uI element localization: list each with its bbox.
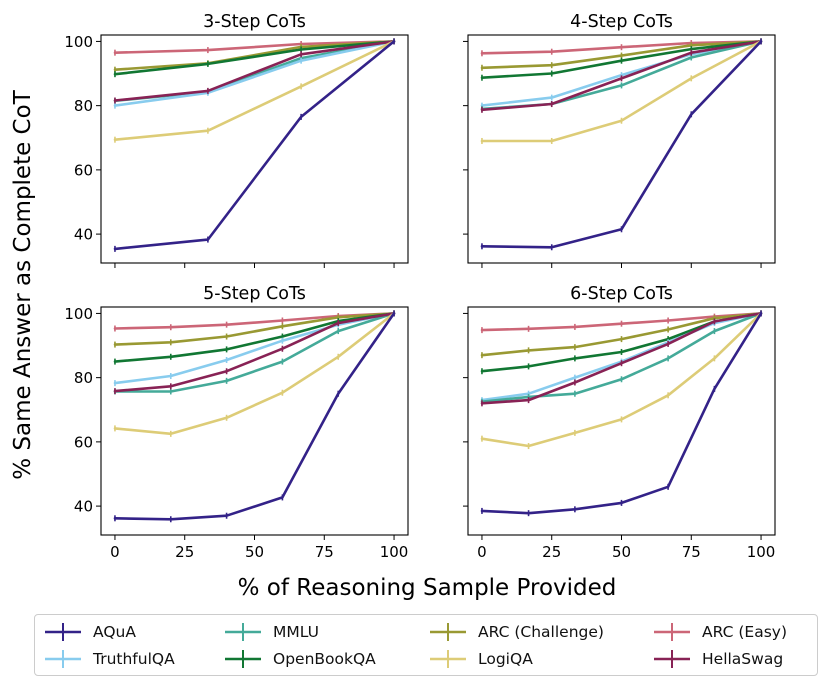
legend-swatch-glyph — [654, 650, 690, 668]
legend-swatch-glyph — [430, 650, 466, 668]
y-tick-label: 100 — [64, 33, 93, 51]
axes-frame — [100, 34, 409, 264]
panel-title: 3-Step CoTs — [203, 12, 306, 32]
legend-swatch-hellaswag — [652, 648, 692, 670]
legend-swatch-glyph — [225, 623, 261, 641]
series-line-openbookqa — [113, 312, 396, 363]
panel-4: 6-Step CoTs 0 25 50 75 100 — [463, 284, 776, 561]
panel-title: 4-Step CoTs — [570, 12, 673, 32]
axes-frame — [467, 306, 776, 536]
legend-label-logiqa: LogiQA — [478, 650, 533, 668]
x-tick-label: 50 — [245, 543, 264, 561]
legend-swatch-openbookqa — [223, 648, 263, 670]
figure-xlabel: % of Reasoning Sample Provided — [238, 575, 617, 601]
legend-label-arc-challenge: ARC (Challenge) — [478, 623, 604, 641]
x-tick-label: 75 — [315, 543, 334, 561]
series-line-aqua — [113, 312, 396, 521]
legend-item-openbookqa: OpenBookQA — [223, 648, 376, 670]
x-tick-label: 100 — [747, 543, 776, 561]
legend-label-hellaswag: HellaSwag — [702, 650, 784, 668]
y-tick-label: 60 — [74, 433, 93, 451]
x-tick-label: 75 — [682, 543, 701, 561]
series-line-hellaswag — [113, 40, 396, 102]
legend-item-truthfulqa: TruthfulQA — [43, 648, 175, 670]
series-line-logiqa — [113, 312, 396, 436]
legend-item-logiqa: LogiQA — [428, 648, 533, 670]
x-tick-label: 50 — [612, 543, 631, 561]
legend-item-hellaswag: HellaSwag — [652, 648, 783, 670]
x-tick-label: 100 — [380, 543, 409, 561]
y-tick-label: 80 — [74, 97, 93, 115]
legend-swatch-arc-easy — [652, 621, 692, 643]
legend-swatch-truthfulqa — [43, 648, 83, 670]
series-line-hellaswag — [480, 312, 763, 405]
y-tick-label: 60 — [74, 161, 93, 179]
x-tick-label: 0 — [477, 543, 487, 561]
legend-swatch-logiqa — [428, 648, 468, 670]
legend-label-arc-easy: ARC (Easy) — [702, 623, 787, 641]
figure-ylabel: % Same Answer as Complete CoT — [10, 89, 36, 479]
y-tick-label: 80 — [74, 369, 93, 387]
axes-frame — [467, 34, 776, 264]
series-line-arc-challenge — [113, 312, 396, 346]
panel-3: 5-Step CoTs 40 60 80 100 0 25 50 75 100 — [64, 284, 409, 561]
panel-2: 4-Step CoTs — [463, 12, 776, 268]
legend-swatch-arc-challenge — [428, 621, 468, 643]
legend-label-openbookqa: OpenBookQA — [273, 650, 376, 668]
legend-label-aqua: AQuA — [93, 623, 136, 641]
x-tick-label: 0 — [110, 543, 120, 561]
axes-frame — [100, 306, 409, 536]
series-line-arc-easy — [113, 40, 396, 55]
series-line-openbookqa — [113, 40, 396, 76]
legend-swatch-glyph — [430, 623, 466, 641]
legend-label-mmlu: MMLU — [273, 623, 319, 641]
legend-swatch-glyph — [45, 650, 81, 668]
legend-label-truthfulqa: TruthfulQA — [93, 650, 175, 668]
x-tick-label: 25 — [542, 543, 561, 561]
series-line-logiqa — [113, 40, 396, 141]
panel-1: 3-Step CoTs 40 60 80 100 — [64, 12, 409, 268]
legend-swatch-mmlu — [223, 621, 263, 643]
panel-title: 5-Step CoTs — [203, 284, 306, 304]
y-tick-label: 40 — [74, 226, 93, 244]
panel-title: 6-Step CoTs — [570, 284, 673, 304]
series-line-aqua — [480, 312, 763, 515]
y-tick-label: 40 — [74, 498, 93, 516]
legend-swatch-glyph — [225, 650, 261, 668]
x-tick-label: 25 — [175, 543, 194, 561]
series-line-truthfulqa — [113, 40, 396, 107]
legend-item-arc-easy: ARC (Easy) — [652, 621, 787, 643]
series-line-mmlu — [113, 312, 396, 393]
series-line-aqua — [113, 40, 396, 251]
legend-swatch-glyph — [654, 623, 690, 641]
legend-item-aqua: AQuA — [43, 621, 136, 643]
legend-swatch-glyph — [45, 623, 81, 641]
y-tick-label: 100 — [64, 305, 93, 323]
legend-item-mmlu: MMLU — [223, 621, 319, 643]
legend-item-arc-challenge: ARC (Challenge) — [428, 621, 604, 643]
legend-swatch-aqua — [43, 621, 83, 643]
legend: AQuA MMLU ARC (Challenge) ARC (Easy) Tru… — [34, 614, 818, 676]
series-line-hellaswag — [113, 312, 396, 393]
series-line-truthfulqa — [113, 312, 396, 385]
